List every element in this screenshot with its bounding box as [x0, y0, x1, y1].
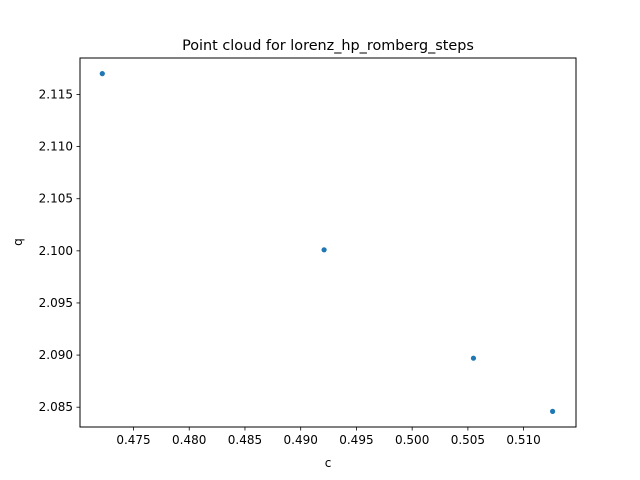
y-tick-label: 2.100 [39, 244, 73, 258]
y-axis: 2.085 2.090 2.095 2.100 2.105 2.110 2.115 [39, 87, 80, 414]
scatter-point [321, 247, 327, 253]
x-axis-label: c [325, 456, 332, 470]
scatter-point [99, 71, 105, 77]
x-tick-label: 0.480 [172, 433, 206, 447]
y-tick-label: 2.105 [39, 192, 73, 206]
plot-area [79, 57, 577, 428]
x-tick-label: 0.510 [506, 433, 540, 447]
y-tick-label: 2.110 [39, 140, 73, 154]
y-axis-label: q [11, 238, 25, 246]
x-tick-label: 0.475 [116, 433, 150, 447]
x-tick-label: 0.500 [395, 433, 429, 447]
y-tick-label: 2.090 [39, 348, 73, 362]
y-tick-label: 2.115 [39, 87, 73, 101]
x-tick-label: 0.505 [451, 433, 485, 447]
y-tick-label: 2.095 [39, 296, 73, 310]
scatter-point [470, 355, 477, 361]
x-tick-label: 0.485 [228, 433, 262, 447]
x-tick-label: 0.495 [339, 433, 373, 447]
x-tick-label: 0.490 [284, 433, 318, 447]
y-tick-label: 2.085 [39, 400, 73, 414]
chart-title: Point cloud for lorenz_hp_romberg_steps [182, 38, 474, 54]
x-axis: 0.475 0.480 0.485 0.490 0.495 0.500 0.505 0.510 [116, 427, 541, 447]
scatter-point [549, 408, 556, 414]
scatter-series [99, 71, 556, 414]
plot-frame [79, 57, 577, 428]
